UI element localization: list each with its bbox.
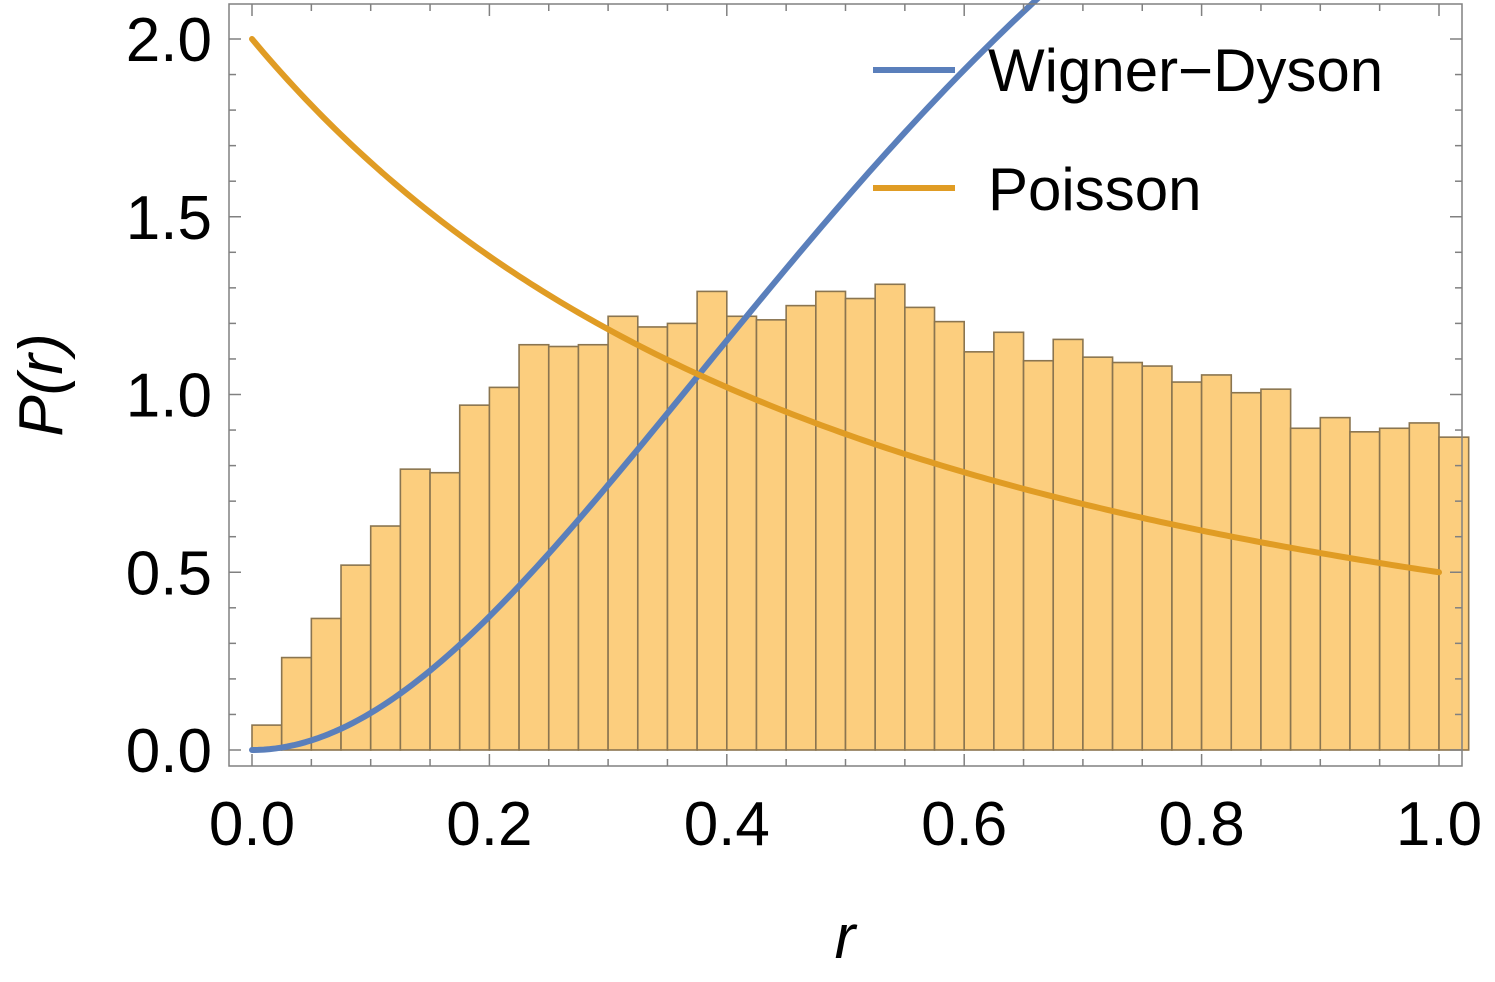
histogram-bar xyxy=(1082,356,1114,751)
curve-wigner-dyson xyxy=(249,0,1041,753)
histogram-bar xyxy=(933,320,966,751)
x-axis-title: r xyxy=(835,903,858,972)
histogram-bar xyxy=(458,404,491,751)
histogram-bar xyxy=(993,331,1025,751)
histogram-bar xyxy=(904,306,936,751)
histogram-bar xyxy=(1349,431,1381,751)
histogram-bar xyxy=(280,656,313,751)
histogram-bar xyxy=(1289,427,1322,751)
histogram-bar xyxy=(369,525,402,751)
axis-ticks xyxy=(229,4,1462,766)
y-axis-title: P(r) xyxy=(7,333,76,436)
histogram-bar xyxy=(725,315,758,751)
histogram-bar xyxy=(1319,416,1351,751)
histogram-bar xyxy=(1022,359,1055,751)
histogram-bar xyxy=(518,343,550,751)
histogram-bar xyxy=(1052,338,1084,751)
histogram-bar xyxy=(785,304,817,751)
histogram-bar xyxy=(1171,381,1203,751)
histogram-bar xyxy=(607,315,639,751)
histogram-bars xyxy=(251,283,1470,751)
histogram-bar xyxy=(488,386,520,751)
x-tick-label: 0.8 xyxy=(1158,790,1244,859)
curve-poisson xyxy=(249,36,1442,576)
curves xyxy=(249,0,1442,753)
x-tick-labels: 0.0 0.2 0.4 0.6 0.8 1.0 xyxy=(209,790,1482,859)
histogram-bar xyxy=(1200,374,1233,751)
histogram-bar xyxy=(1408,422,1440,751)
histogram-bar xyxy=(874,283,906,751)
y-tick-label: 1.5 xyxy=(126,184,212,253)
histogram-bar xyxy=(1230,391,1262,751)
histogram-bar xyxy=(1141,365,1173,751)
y-tick-labels: 0.0 0.5 1.0 1.5 2.0 xyxy=(126,6,212,786)
y-tick-label: 0.5 xyxy=(126,539,212,608)
histogram-bar xyxy=(399,468,431,751)
histogram-bar xyxy=(815,290,847,751)
histogram-bar xyxy=(666,322,698,751)
legend-label-poisson: Poisson xyxy=(988,156,1201,223)
histogram-bar xyxy=(963,351,995,751)
histogram-bar xyxy=(755,319,787,751)
histogram-bar xyxy=(1111,361,1144,751)
histogram-bar xyxy=(1378,427,1411,751)
x-tick-label: 1.0 xyxy=(1396,790,1482,859)
histogram-bar xyxy=(577,343,609,751)
y-tick-label: 1.0 xyxy=(126,362,212,431)
x-tick-label: 0.6 xyxy=(921,790,1007,859)
histogram-bar xyxy=(429,471,461,751)
y-tick-label: 0.0 xyxy=(126,717,212,786)
x-tick-label: 0.4 xyxy=(684,790,770,859)
y-tick-label: 2.0 xyxy=(126,6,212,75)
histogram-bar xyxy=(844,297,876,751)
histogram-bar xyxy=(636,326,669,751)
histogram-bar xyxy=(1260,388,1292,751)
legend: Wigner−Dyson Poisson xyxy=(873,37,1383,223)
legend-label-wigner-dyson: Wigner−Dyson xyxy=(988,37,1383,104)
histogram-bar xyxy=(1438,436,1470,751)
x-tick-label: 0.0 xyxy=(209,790,295,859)
x-tick-label: 0.2 xyxy=(446,790,532,859)
